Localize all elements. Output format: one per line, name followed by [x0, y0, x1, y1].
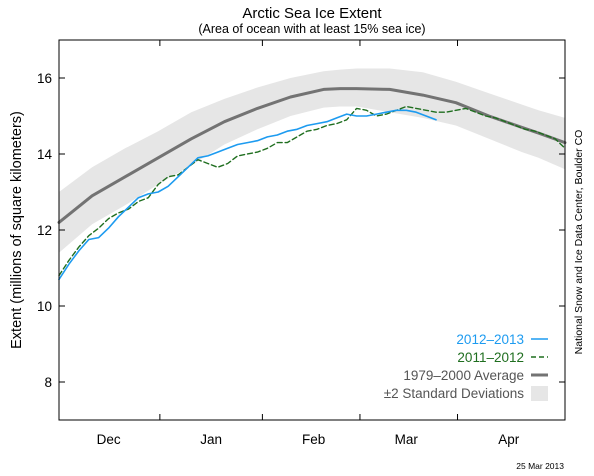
legend-label: 2011–2012 [457, 350, 524, 365]
side-credit: National Snow and Ice Data Center, Bould… [573, 130, 585, 355]
std-dev-band-layer [59, 68, 565, 253]
y-tick-label: 12 [37, 223, 52, 238]
x-tick-label: Dec [97, 432, 121, 447]
y-tick-label: 14 [37, 147, 53, 162]
series-2011-2012-line [58, 105, 566, 277]
legend-label: 1979–2000 Average [403, 368, 524, 383]
x-tick-label: Jan [200, 432, 222, 447]
std-dev-band [59, 68, 565, 253]
y-axis-label: Extent (millions of square kilometers) [9, 111, 25, 349]
series-lines-layer [57, 87, 567, 281]
y-tick-label: 10 [37, 299, 52, 314]
legend-label: 2012–2013 [456, 332, 524, 347]
x-tick-label: Feb [302, 432, 325, 447]
series-2012-2013-line [58, 109, 437, 281]
legend: 2012–2013 2011–2012 1979–2000 Average ±2 St… [384, 332, 548, 401]
date-stamp: 25 Mar 2013 [516, 461, 564, 471]
y-tick-label: 8 [44, 375, 52, 390]
y-tick-label: 16 [37, 71, 52, 86]
chart-title: Arctic Sea Ice Extent [242, 5, 382, 22]
axis-ticks-layer: 8 10 12 14 16 Dec Jan Feb Mar Apr [37, 40, 565, 447]
x-tick-label: Mar [395, 432, 419, 447]
chart-subtitle: (Area of ocean with at least 15% sea ice… [198, 22, 425, 36]
legend-swatch-band [531, 386, 548, 401]
legend-label: ±2 Standard Deviations [384, 386, 524, 401]
x-tick-label: Apr [498, 432, 520, 447]
